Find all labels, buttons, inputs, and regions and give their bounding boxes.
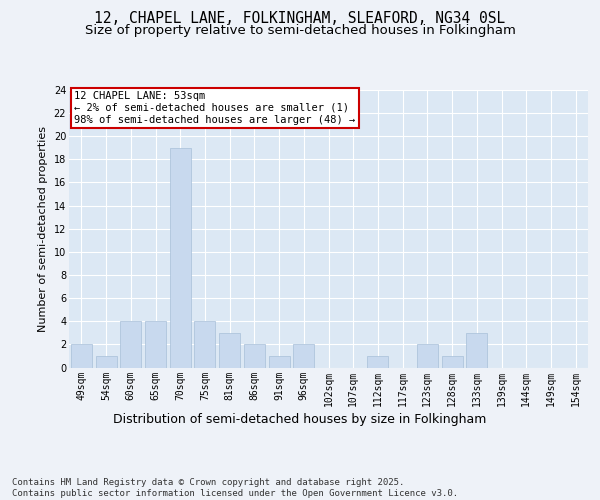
Bar	[145, 322, 166, 368]
Bar	[244, 344, 265, 368]
Text: Distribution of semi-detached houses by size in Folkingham: Distribution of semi-detached houses by …	[113, 412, 487, 426]
Y-axis label: Number of semi-detached properties: Number of semi-detached properties	[38, 126, 48, 332]
Text: Size of property relative to semi-detached houses in Folkingham: Size of property relative to semi-detach…	[85, 24, 515, 37]
Bar	[71, 344, 92, 368]
Bar	[95, 356, 116, 368]
Bar	[120, 322, 141, 368]
Bar	[367, 356, 388, 368]
Bar	[170, 148, 191, 368]
Text: 12 CHAPEL LANE: 53sqm
← 2% of semi-detached houses are smaller (1)
98% of semi-d: 12 CHAPEL LANE: 53sqm ← 2% of semi-detac…	[74, 92, 355, 124]
Bar	[219, 333, 240, 368]
Text: Contains HM Land Registry data © Crown copyright and database right 2025.
Contai: Contains HM Land Registry data © Crown c…	[12, 478, 458, 498]
Bar	[194, 322, 215, 368]
Bar	[293, 344, 314, 368]
Bar	[417, 344, 438, 368]
Text: 12, CHAPEL LANE, FOLKINGHAM, SLEAFORD, NG34 0SL: 12, CHAPEL LANE, FOLKINGHAM, SLEAFORD, N…	[94, 11, 506, 26]
Bar	[466, 333, 487, 368]
Bar	[269, 356, 290, 368]
Bar	[442, 356, 463, 368]
